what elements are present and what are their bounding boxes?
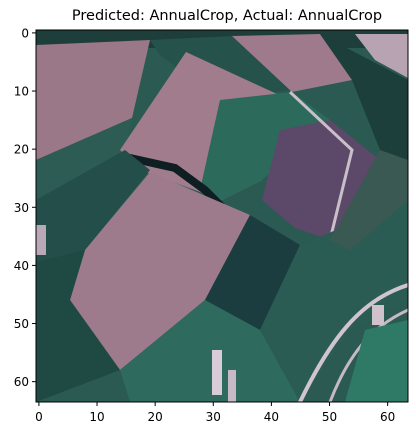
x-tick-label: 30 bbox=[206, 410, 221, 424]
x-tick-label: 10 bbox=[89, 410, 104, 424]
x-tick-label: 40 bbox=[264, 410, 279, 424]
x-tick-label: 50 bbox=[322, 410, 337, 424]
y-tick-label: 50 bbox=[14, 317, 29, 331]
y-tick-label: 0 bbox=[21, 26, 29, 40]
y-tick-label: 40 bbox=[14, 259, 29, 273]
x-tick-label: 60 bbox=[380, 410, 395, 424]
y-tick-label: 10 bbox=[14, 85, 29, 99]
x-tick-label: 20 bbox=[148, 410, 163, 424]
y-axis-ticks: 0 10 20 30 40 50 60 bbox=[14, 26, 36, 389]
y-tick-label: 30 bbox=[14, 201, 29, 215]
x-axis-ticks: 0 10 20 30 40 50 60 bbox=[35, 402, 395, 424]
satellite-image bbox=[36, 30, 408, 402]
plot-title: Predicted: AnnualCrop, Actual: AnnualCro… bbox=[72, 8, 382, 24]
x-tick-label: 0 bbox=[35, 410, 43, 424]
y-tick-label: 20 bbox=[14, 143, 29, 157]
y-tick-label: 60 bbox=[14, 375, 29, 389]
